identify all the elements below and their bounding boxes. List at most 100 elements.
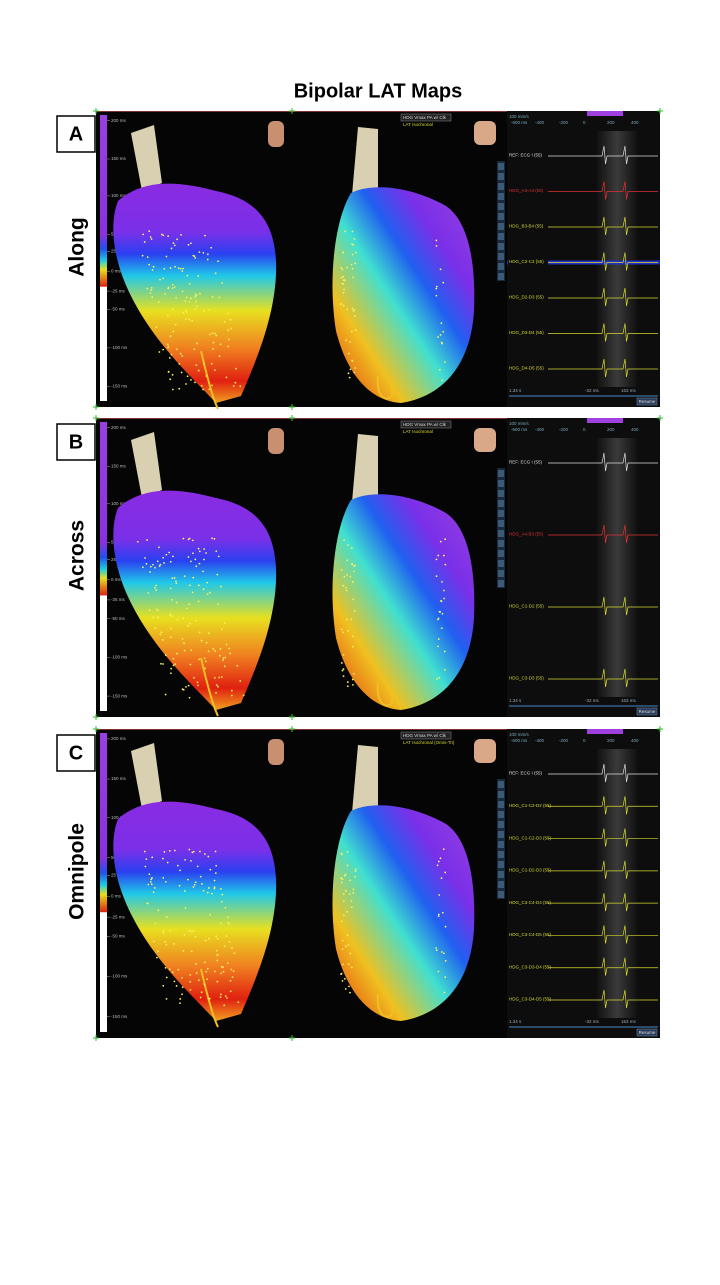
map-selector-box[interactable] bbox=[400, 113, 452, 122]
mapping-point bbox=[211, 537, 213, 540]
toolbar-button[interactable] bbox=[498, 801, 504, 808]
mapping-point bbox=[145, 858, 148, 861]
resume-label[interactable]: Resume bbox=[639, 399, 656, 404]
mapping-point bbox=[198, 658, 201, 661]
mapping-point bbox=[187, 243, 190, 246]
toolbar-button[interactable] bbox=[498, 851, 504, 858]
ecg-trace bbox=[509, 989, 658, 1009]
toolbar-button[interactable] bbox=[498, 560, 504, 567]
toolbar-button[interactable] bbox=[498, 881, 504, 888]
toolbar-button[interactable] bbox=[498, 243, 504, 250]
mapping-point bbox=[173, 577, 176, 579]
mapping-point bbox=[351, 645, 354, 648]
mapping-point bbox=[152, 265, 155, 268]
toolbar-button[interactable] bbox=[498, 811, 504, 818]
toolbar-button[interactable] bbox=[498, 490, 504, 497]
mapping-point bbox=[210, 246, 213, 249]
toolbar-button[interactable] bbox=[498, 273, 504, 280]
corner-marker bbox=[657, 415, 663, 421]
toolbar-button[interactable] bbox=[498, 540, 504, 547]
mapping-point bbox=[222, 657, 225, 659]
toolbar-button[interactable] bbox=[498, 580, 504, 587]
mapping-point bbox=[188, 282, 191, 285]
mapping-point bbox=[211, 384, 213, 387]
mapping-point bbox=[173, 980, 176, 983]
map-selector-box[interactable] bbox=[400, 731, 452, 740]
mapping-point bbox=[182, 949, 185, 952]
toolbar-button[interactable] bbox=[498, 213, 504, 220]
toolbar-button[interactable] bbox=[498, 480, 504, 487]
mapping-point bbox=[344, 873, 347, 876]
mapping-point bbox=[352, 888, 355, 891]
resume-button[interactable] bbox=[636, 1028, 658, 1037]
mapping-point bbox=[189, 242, 192, 245]
ecg-trace bbox=[509, 796, 658, 815]
toolbar-button[interactable] bbox=[498, 470, 504, 477]
toolbar-button[interactable] bbox=[498, 791, 504, 798]
toolbar-button[interactable] bbox=[498, 821, 504, 828]
mapping-point bbox=[342, 668, 345, 670]
scale-bar-color bbox=[100, 422, 107, 596]
toolbar-button[interactable] bbox=[498, 871, 504, 878]
mapping-point bbox=[442, 952, 445, 955]
mapping-point bbox=[208, 997, 211, 1000]
toolbar-button[interactable] bbox=[498, 500, 504, 507]
toolbar-button[interactable] bbox=[498, 891, 504, 898]
resume-label[interactable]: Resume bbox=[639, 1030, 656, 1035]
toolbar-button[interactable] bbox=[498, 163, 504, 170]
mapping-point bbox=[150, 883, 153, 886]
mapping-point bbox=[352, 598, 355, 601]
atrium-cap bbox=[352, 127, 378, 195]
map-selector-box[interactable] bbox=[400, 420, 452, 429]
mapping-point bbox=[216, 959, 219, 962]
map-selector[interactable]: HDG Vmax PA w/ Clk bbox=[403, 115, 447, 120]
mapping-point bbox=[176, 238, 178, 241]
mapping-point bbox=[341, 948, 344, 951]
toolbar-button[interactable] bbox=[498, 263, 504, 270]
toolbar-button[interactable] bbox=[498, 203, 504, 210]
toolbar-button[interactable] bbox=[498, 183, 504, 190]
toolbar-button[interactable] bbox=[498, 520, 504, 527]
mapping-point bbox=[220, 676, 223, 678]
resume-button[interactable] bbox=[636, 707, 658, 716]
toolbar-button[interactable] bbox=[498, 841, 504, 848]
ecg-time-label: -200 bbox=[559, 120, 569, 125]
corner-marker bbox=[93, 404, 99, 410]
resume-button[interactable] bbox=[636, 397, 658, 406]
mapping-point bbox=[214, 970, 216, 973]
mapping-point bbox=[191, 591, 194, 594]
mapping-point bbox=[215, 691, 217, 694]
resume-label[interactable]: Resume bbox=[639, 709, 656, 714]
ecg-time-label: 400 bbox=[631, 738, 639, 743]
mapping-point bbox=[342, 279, 345, 282]
mapping-point bbox=[353, 570, 355, 573]
toolbar-button[interactable] bbox=[498, 861, 504, 868]
map-selector[interactable]: HDG Vmax PA w/ Clk bbox=[403, 422, 447, 427]
toolbar-button[interactable] bbox=[498, 550, 504, 557]
toolbar-button[interactable] bbox=[498, 781, 504, 788]
map-selector[interactable]: HDG Vmax PA w/ Clk bbox=[403, 733, 447, 738]
mapping-point bbox=[182, 537, 185, 540]
mapping-point bbox=[188, 584, 191, 587]
mapping-point bbox=[192, 850, 195, 853]
mapping-point bbox=[219, 647, 222, 650]
mapping-point bbox=[162, 663, 164, 665]
mapping-point bbox=[186, 375, 189, 378]
toolbar-button[interactable] bbox=[498, 193, 504, 200]
mapping-point bbox=[175, 348, 178, 351]
toolbar-button[interactable] bbox=[498, 570, 504, 577]
toolbar-button[interactable] bbox=[498, 233, 504, 240]
mapping-point bbox=[354, 367, 357, 369]
mapping-point bbox=[171, 388, 174, 391]
toolbar-button[interactable] bbox=[498, 223, 504, 230]
mapping-point bbox=[166, 343, 169, 346]
trace-label-bg bbox=[508, 224, 548, 229]
toolbar-button[interactable] bbox=[498, 530, 504, 537]
mapping-point bbox=[350, 330, 353, 333]
mapping-point bbox=[172, 664, 175, 667]
toolbar-button[interactable] bbox=[498, 510, 504, 517]
toolbar-button[interactable] bbox=[498, 253, 504, 260]
toolbar-button[interactable] bbox=[498, 173, 504, 180]
toolbar-button[interactable] bbox=[498, 831, 504, 838]
